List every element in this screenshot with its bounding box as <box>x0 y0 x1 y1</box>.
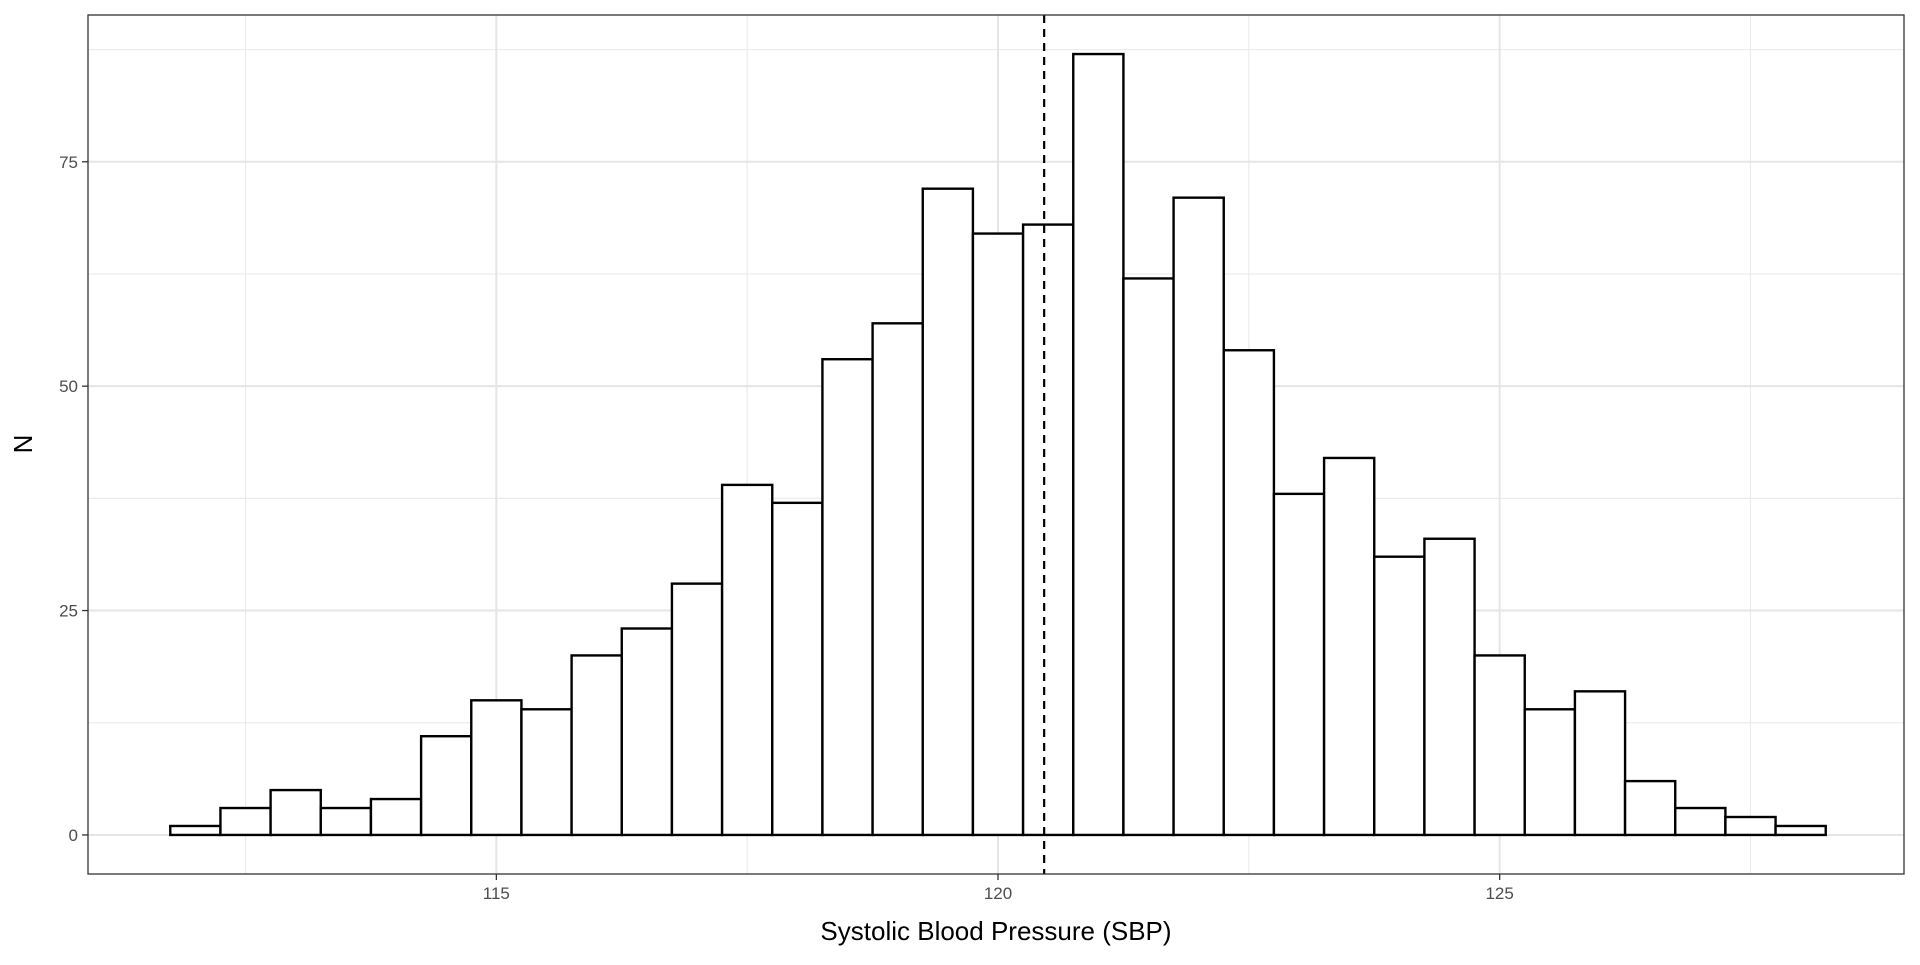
y-axis-title: N <box>8 435 38 454</box>
histogram-bar <box>1373 555 1426 837</box>
x-axis-title: Systolic Blood Pressure (SBP) <box>820 916 1171 946</box>
histogram-bar <box>470 699 523 837</box>
y-tick-label: 25 <box>59 602 78 621</box>
histogram-bar <box>219 806 272 837</box>
plot-border <box>87 14 1905 875</box>
histogram-bar <box>1322 456 1376 837</box>
histogram-bar <box>1573 690 1627 837</box>
histogram-bar <box>1774 824 1827 837</box>
histogram-bar <box>1072 52 1125 837</box>
histogram-bar <box>821 358 874 837</box>
histogram-bar <box>1021 223 1075 837</box>
histogram-bar <box>1623 779 1677 837</box>
histogram-bar <box>1222 349 1276 837</box>
histogram-bar <box>319 806 373 837</box>
histogram-bar <box>1172 196 1225 837</box>
histogram-bar <box>1122 277 1175 837</box>
histogram-bar <box>419 735 473 837</box>
x-tick-label: 125 <box>1485 884 1513 903</box>
histogram-bar <box>1724 815 1777 837</box>
histogram-bar <box>1272 492 1326 837</box>
histogram-bar <box>520 708 573 837</box>
histogram-bar <box>1674 806 1727 837</box>
histogram-bar <box>570 654 623 837</box>
histogram-bar <box>670 582 724 837</box>
histogram-bar <box>1423 537 1476 837</box>
histogram-bar <box>871 322 924 837</box>
histogram-bar <box>1523 708 1577 837</box>
histogram-bar <box>269 788 322 837</box>
y-tick-label: 0 <box>69 826 78 845</box>
y-tick-label: 50 <box>59 377 78 396</box>
y-tick-label: 75 <box>59 153 78 172</box>
x-tick-label: 120 <box>984 884 1012 903</box>
histogram-bar <box>169 824 222 837</box>
histogram-bar <box>1473 654 1526 837</box>
histogram-bar <box>921 187 975 837</box>
histogram-bar <box>971 232 1025 837</box>
x-tick-label: 115 <box>483 884 510 903</box>
histogram-bar <box>771 501 824 837</box>
histogram-bar <box>369 797 423 837</box>
histogram-bar <box>620 627 674 837</box>
histogram-bar <box>720 483 774 837</box>
